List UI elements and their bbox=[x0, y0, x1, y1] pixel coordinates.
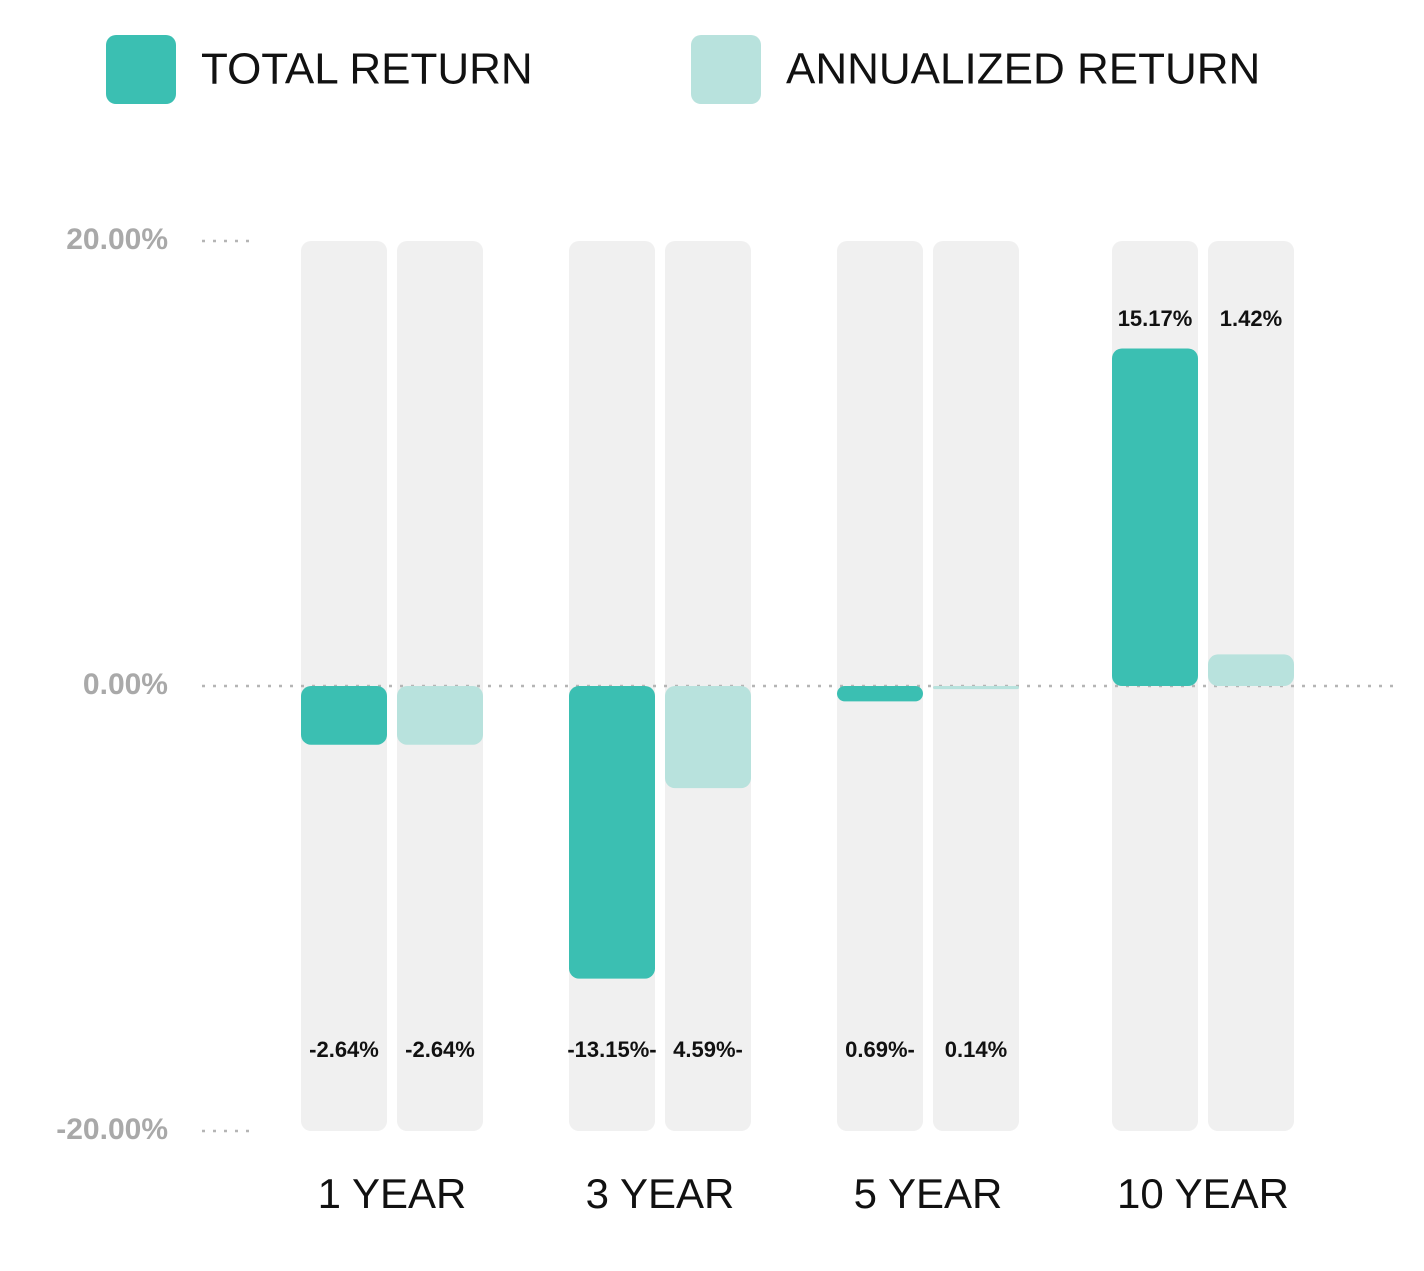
bar bbox=[665, 686, 751, 789]
x-tick-label: 10 YEAR bbox=[1117, 1170, 1289, 1217]
legend-swatch bbox=[106, 35, 176, 104]
bar bbox=[397, 686, 483, 745]
y-tick-label: -20.00% bbox=[56, 1113, 168, 1146]
value-label: -2.64% bbox=[309, 1037, 379, 1062]
bar bbox=[569, 686, 655, 979]
bar bbox=[933, 686, 1019, 690]
bar bbox=[837, 686, 923, 702]
y-tick-label: 20.00% bbox=[66, 223, 168, 256]
x-tick-label: 3 YEAR bbox=[586, 1170, 735, 1217]
y-tick-label: 0.00% bbox=[83, 668, 168, 701]
value-label: 4.59%- bbox=[673, 1037, 743, 1062]
legend-swatch bbox=[691, 35, 761, 104]
bar bbox=[1112, 348, 1198, 686]
value-label: -2.64% bbox=[405, 1037, 475, 1062]
bar bbox=[1208, 654, 1294, 686]
bar bbox=[301, 686, 387, 745]
x-tick-label: 1 YEAR bbox=[318, 1170, 467, 1217]
value-label: 1.42% bbox=[1220, 306, 1282, 331]
value-label: -13.15%- bbox=[567, 1037, 656, 1062]
value-label: 0.14% bbox=[945, 1037, 1007, 1062]
value-label: 15.17% bbox=[1118, 306, 1193, 331]
value-label: 0.69%- bbox=[845, 1037, 915, 1062]
x-tick-label: 5 YEAR bbox=[854, 1170, 1003, 1217]
legend-label: TOTAL RETURN bbox=[201, 45, 533, 94]
legend-label: ANNUALIZED RETURN bbox=[786, 45, 1260, 94]
